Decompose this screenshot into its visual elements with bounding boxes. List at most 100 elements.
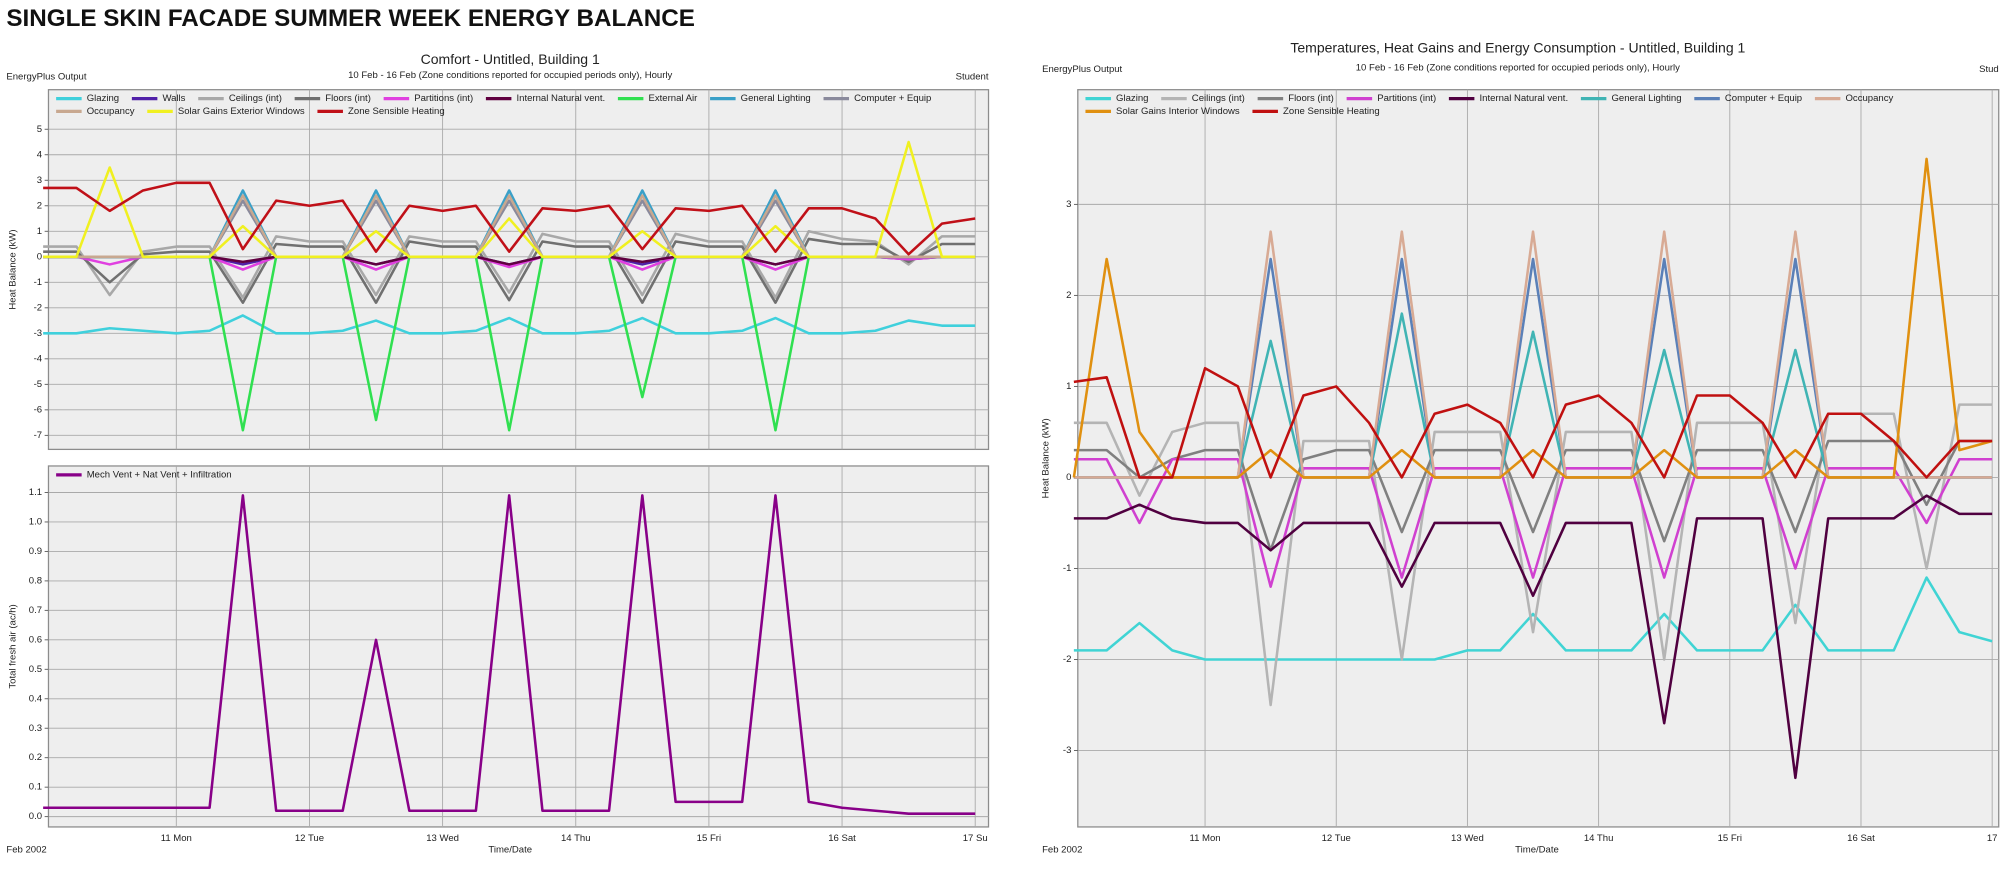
y-axis-label: Total fresh air (ac/h)	[7, 604, 18, 688]
y-tick-label: 0.1	[29, 782, 42, 793]
chart-panel: Comfort - Untitled, Building 1 10 Feb - 1…	[6, 51, 990, 451]
x-tick-label: 13 Wed	[426, 833, 459, 844]
x-tick-label: 13 Wed	[1451, 833, 1484, 844]
series-line	[1073, 439, 1993, 552]
y-tick-label: 0.7	[29, 605, 42, 616]
y-tick-label: -2	[1063, 654, 1072, 665]
legend-label: Walls	[162, 93, 185, 104]
y-tick-label: -6	[34, 404, 43, 415]
legend-label: Internal Natural vent.	[517, 93, 606, 104]
y-tick-label: -4	[34, 353, 43, 364]
chart-title: Comfort - Untitled, Building 1	[421, 51, 600, 67]
y-tick-label: 0	[37, 251, 42, 262]
legend-label: Zone Sensible Heating	[348, 106, 445, 117]
x-tick-label: 17	[1987, 833, 1998, 844]
chart-subtitle: 10 Feb - 16 Feb (Zone conditions reporte…	[348, 70, 672, 81]
y-axis-label: Heat Balance (kW)	[1040, 418, 1051, 498]
legend-label: Ceilings (int)	[229, 93, 282, 104]
y-tick-label: 1	[1066, 381, 1071, 392]
chart-title: Temperatures, Heat Gains and Energy Cons…	[1290, 40, 1745, 56]
y-tick-label: 0.6	[29, 634, 42, 645]
x-tick-label: 12 Tue	[295, 833, 324, 844]
y-tick-label: 0.0	[29, 811, 42, 822]
x-tick-label: 11 Mon	[161, 833, 192, 844]
y-tick-label: 1	[37, 226, 42, 237]
legend-label: Glazing	[87, 93, 119, 104]
y-tick-label: 0.2	[29, 752, 42, 763]
series-line	[1073, 494, 1993, 780]
legend-label: Zone Sensible Heating	[1283, 106, 1380, 117]
legend-label: Floors (int)	[325, 93, 371, 104]
y-tick-label: 0.5	[29, 664, 42, 675]
legend-label: Occupancy	[1846, 93, 1894, 104]
legend-label: Occupancy	[87, 106, 135, 117]
annotation: Student	[956, 71, 989, 82]
series-line	[1072, 157, 1993, 479]
x-axis-note: Feb 2002	[1042, 844, 1082, 855]
y-tick-label: 2	[37, 200, 42, 211]
chart-subtitle: 10 Feb - 16 Feb (Zone conditions reporte…	[1356, 63, 1680, 74]
legend-label: Internal Natural vent.	[1479, 93, 1568, 104]
legend-label: Computer + Equip	[854, 93, 931, 104]
legend-label: External Air	[649, 93, 699, 104]
legend-label: General Lighting	[741, 93, 811, 104]
y-tick-label: 0.4	[29, 693, 43, 704]
chart-panel: 0.0 0.1 0.2 0.3 0.4 0.5 0.6 0.7 0.8 0.9 1.0 1.1 11 M…	[6, 465, 990, 855]
y-tick-label: -1	[34, 277, 43, 288]
y-tick-label: 3	[37, 175, 42, 186]
annotation: EnergyPlus Output	[1042, 64, 1122, 75]
legend-label: Partitions (int)	[414, 93, 473, 104]
chart-panel: Temperatures, Heat Gains and Energy Cons…	[1040, 40, 2000, 855]
y-tick-label: -2	[34, 302, 43, 313]
x-tick-label: 16 Sat	[828, 833, 856, 844]
series-line	[1073, 576, 1993, 661]
legend-label: Computer + Equip	[1725, 93, 1802, 104]
annotation: EnergyPlus Output	[6, 71, 86, 82]
series-line	[43, 314, 976, 335]
y-tick-label: -7	[34, 430, 43, 441]
y-axis-label: Heat Balance (kW)	[7, 229, 18, 309]
y-tick-label: -1	[1063, 563, 1072, 574]
legend-label: Solar Gains Exterior Windows	[178, 106, 305, 117]
plot-area	[47, 465, 990, 828]
x-tick-label: 15 Fri	[1718, 833, 1742, 844]
series-line	[43, 237, 976, 304]
legend-label: Glazing	[1116, 93, 1148, 104]
x-tick-label: 14 Thu	[1584, 833, 1614, 844]
y-tick-label: 0.9	[29, 546, 42, 557]
legend-label: General Lighting	[1611, 93, 1681, 104]
x-tick-label: 17 Su	[963, 833, 988, 844]
legend-label: Partitions (int)	[1377, 93, 1436, 104]
series-line	[1073, 366, 1993, 479]
series-line	[43, 494, 976, 815]
y-tick-label: 5	[37, 124, 42, 135]
y-tick-label: 3	[1066, 199, 1071, 210]
page-title: SINGLE SKIN FACADE SUMMER WEEK ENERGY BA…	[6, 5, 695, 32]
plot-area	[47, 89, 990, 451]
y-tick-label: -3	[1063, 745, 1072, 756]
x-tick-label: 14 Thu	[561, 833, 591, 844]
x-axis-note: Feb 2002	[6, 844, 46, 855]
y-tick-label: 1.1	[29, 487, 42, 498]
legend-label: Floors (int)	[1288, 93, 1334, 104]
series-line	[1073, 457, 1993, 588]
series-line	[43, 140, 976, 259]
legend-label: Solar Gains Interior Windows	[1116, 106, 1240, 117]
series-line	[43, 181, 976, 256]
x-axis-label: Time/Date	[488, 844, 532, 855]
x-tick-label: 16 Sat	[1847, 833, 1875, 844]
y-tick-label: 0	[1066, 472, 1071, 483]
legend-label: Ceilings (int)	[1192, 93, 1245, 104]
y-tick-label: 4	[37, 149, 43, 160]
y-tick-label: 0.3	[29, 723, 42, 734]
x-tick-label: 12 Tue	[1322, 833, 1351, 844]
y-tick-label: 2	[1066, 290, 1071, 301]
y-tick-label: 0.8	[29, 575, 42, 586]
y-tick-label: 1.0	[29, 516, 42, 527]
x-tick-label: 15 Fri	[697, 833, 721, 844]
y-tick-label: -3	[34, 328, 43, 339]
y-tick-label: -5	[34, 379, 43, 390]
legend-label: Mech Vent + Nat Vent + Infiltration	[87, 469, 232, 480]
